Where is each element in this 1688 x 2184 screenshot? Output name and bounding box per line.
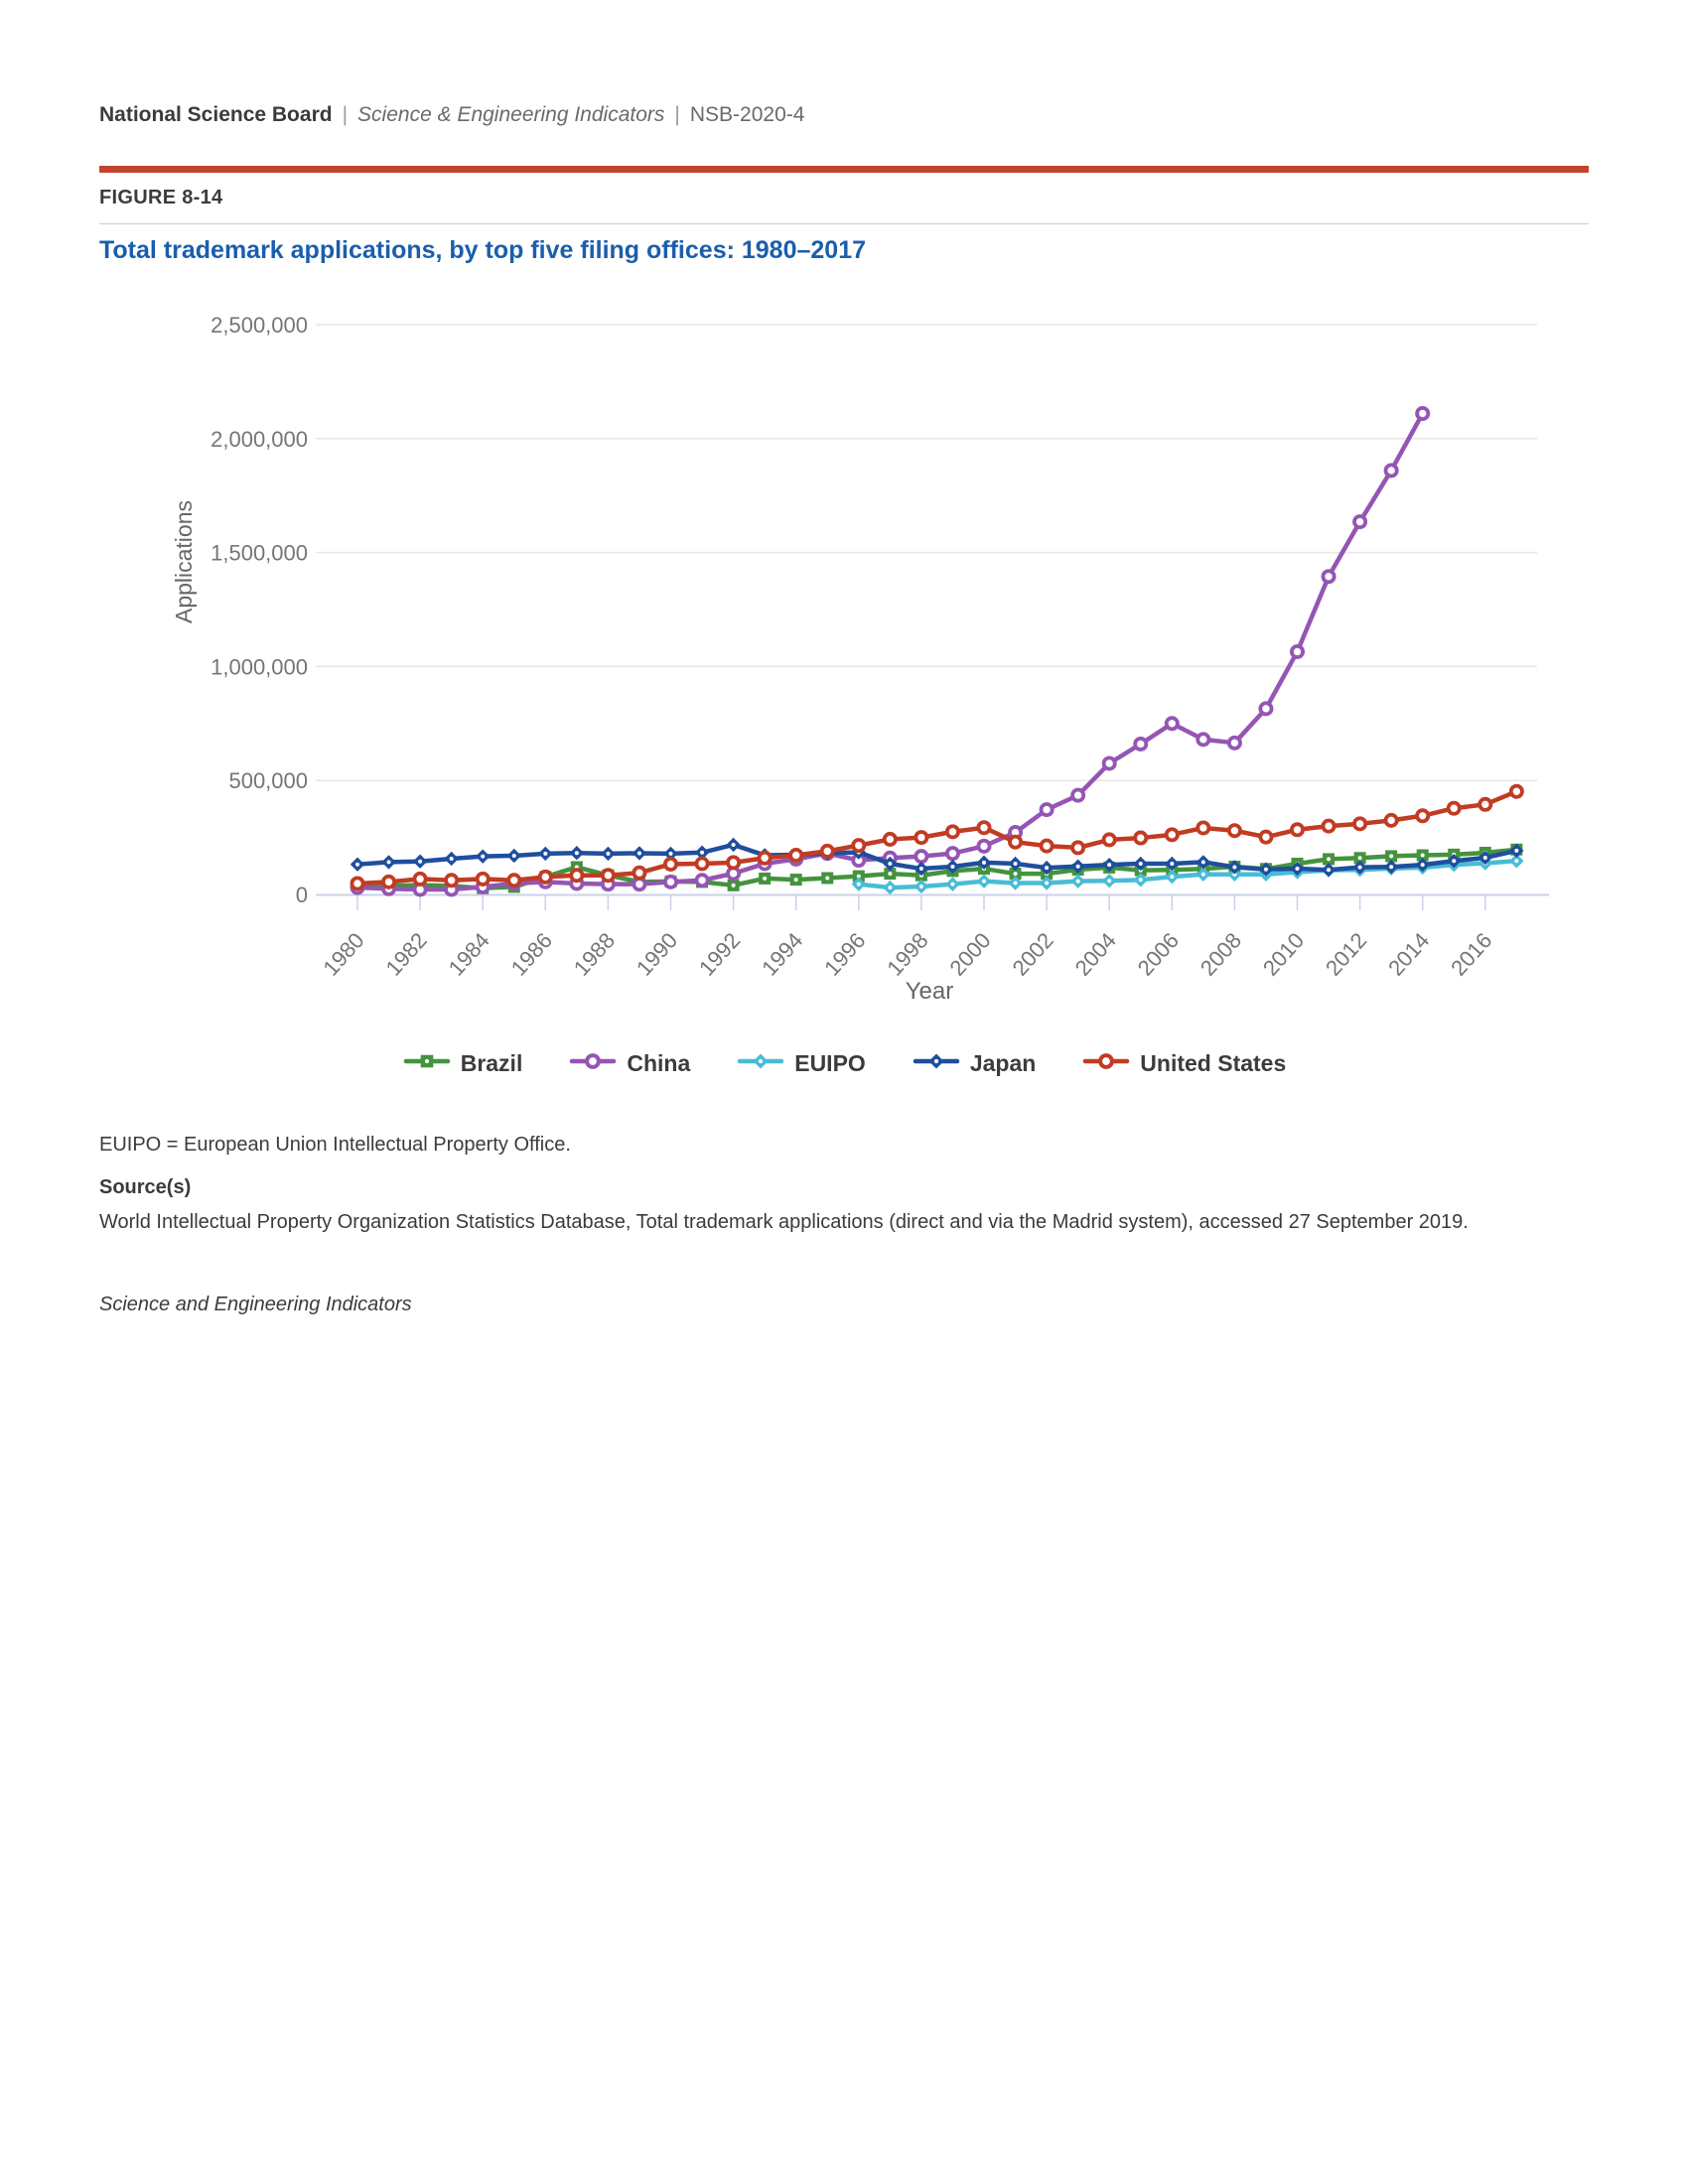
legend-marker-euipo-icon	[736, 1050, 785, 1077]
legend-item-china[interactable]: China	[568, 1050, 690, 1077]
svg-text:1992: 1992	[694, 928, 745, 981]
svg-text:0: 0	[296, 883, 308, 907]
line-chart: 0 500,000 1,000,000 1,500,000 2,000,000 2,500…	[171, 313, 1549, 1005]
svg-text:2,000,000: 2,000,000	[211, 427, 308, 452]
accent-rule	[99, 166, 1589, 173]
legend-item-japan[interactable]: Japan	[912, 1050, 1036, 1077]
svg-text:2,500,000: 2,500,000	[211, 313, 308, 338]
svg-text:2004: 2004	[1070, 928, 1121, 981]
gridlines	[316, 324, 1537, 781]
svg-text:2010: 2010	[1258, 928, 1309, 981]
legend-marker-japan-icon	[912, 1050, 961, 1077]
legend-item-brazil[interactable]: Brazil	[402, 1049, 523, 1077]
y-axis-labels: 0 500,000 1,000,000 1,500,000 2,000,000 2,500…	[211, 313, 308, 907]
legend-label: EUIPO	[794, 1049, 866, 1076]
figure-label: FIGURE 8-14	[99, 187, 223, 208]
series-united-states[interactable]	[350, 783, 1524, 891]
svg-text:2008: 2008	[1196, 928, 1246, 981]
svg-text:2000: 2000	[944, 928, 995, 981]
chart-title: Total trademark applications, by top fiv…	[99, 236, 866, 264]
svg-text:1,000,000: 1,000,000	[211, 654, 308, 679]
report-id: NSB-2020-4	[689, 103, 805, 126]
svg-text:2002: 2002	[1007, 928, 1057, 981]
svg-text:2016: 2016	[1446, 928, 1496, 981]
series-brazil[interactable]	[352, 843, 1523, 894]
abbreviation-note: EUIPO = European Union Intellectual Prop…	[99, 1134, 571, 1156]
svg-text:1986: 1986	[506, 928, 557, 981]
svg-text:1990: 1990	[632, 928, 682, 981]
svg-text:1982: 1982	[380, 928, 431, 981]
legend-label: China	[627, 1049, 691, 1076]
document-header: National Science Board | Science & Enginee…	[99, 103, 804, 127]
legend-label: Brazil	[460, 1049, 523, 1076]
chart-legend: Brazil China EUIPO Japan United States	[99, 1040, 1589, 1086]
legend-item-euipo[interactable]: EUIPO	[736, 1050, 866, 1077]
source-text: World Intellectual Property Organization…	[99, 1211, 1469, 1233]
legend-label: United States	[1140, 1049, 1287, 1076]
publication-name: Science & Engineering Indicators	[357, 103, 665, 126]
y-axis-title: Applications	[171, 500, 197, 623]
x-axis	[316, 893, 1549, 910]
svg-text:500,000: 500,000	[228, 768, 308, 793]
svg-text:1,500,000: 1,500,000	[211, 541, 308, 566]
svg-text:1994: 1994	[757, 928, 807, 981]
header-separator: |	[674, 103, 680, 126]
svg-text:1980: 1980	[318, 928, 368, 981]
divider-rule	[99, 223, 1589, 224]
legend-marker-china-icon	[568, 1050, 618, 1077]
header-separator: |	[342, 103, 349, 126]
series-euipo[interactable]	[851, 854, 1524, 895]
legend-marker-brazil-icon	[402, 1050, 452, 1077]
legend-label: Japan	[969, 1049, 1037, 1076]
series-china[interactable]	[350, 406, 1431, 897]
org-name: National Science Board	[99, 103, 333, 126]
svg-text:1984: 1984	[444, 928, 494, 981]
svg-text:2012: 2012	[1321, 928, 1371, 981]
svg-text:2006: 2006	[1133, 928, 1184, 981]
series-japan[interactable]	[350, 837, 1524, 878]
attribution: Science and Engineering Indicators	[99, 1294, 412, 1315]
source-heading: Source(s)	[99, 1176, 192, 1198]
svg-text:1996: 1996	[819, 928, 870, 981]
legend-item-united-states[interactable]: United States	[1081, 1050, 1286, 1077]
svg-text:1998: 1998	[882, 928, 932, 981]
svg-text:1988: 1988	[569, 928, 620, 981]
svg-text:2014: 2014	[1383, 928, 1434, 981]
legend-marker-united-states-icon	[1081, 1050, 1131, 1077]
x-axis-title: Year	[906, 978, 954, 1005]
x-axis-labels: 1980 1982 1984 1986 1988 1990 1992 1994 1996 1998…	[318, 928, 1496, 981]
